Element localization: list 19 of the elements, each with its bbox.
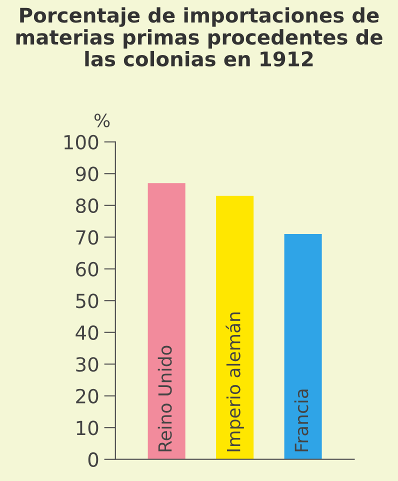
bar [216, 196, 254, 460]
x-tick-label: Francia [294, 390, 308, 452]
y-tick-label: 30 [76, 357, 98, 372]
y-axis-title: % [94, 114, 110, 128]
y-tick-label: 40 [76, 325, 98, 340]
x-tick-label: Imperio alemán [226, 312, 244, 452]
y-tick-label: 80 [76, 198, 98, 214]
chart-title: Porcentaje de importaciones de materias primas procedentes de las colonias en 1912 [16, 7, 382, 67]
bar [148, 183, 186, 460]
y-tick-label: 90 [76, 166, 98, 182]
x-tick-label: Reino Unido [158, 346, 172, 452]
y-tick-label: 100 [64, 134, 98, 150]
y-tick-label: 60 [76, 262, 98, 277]
y-tick-label: 10 [76, 420, 98, 436]
y-tick-label: 20 [76, 388, 98, 404]
bar [284, 234, 322, 460]
y-tick-label: 50 [76, 294, 98, 308]
y-tick-label: 70 [76, 230, 98, 245]
y-tick-label: 0 [88, 452, 98, 468]
